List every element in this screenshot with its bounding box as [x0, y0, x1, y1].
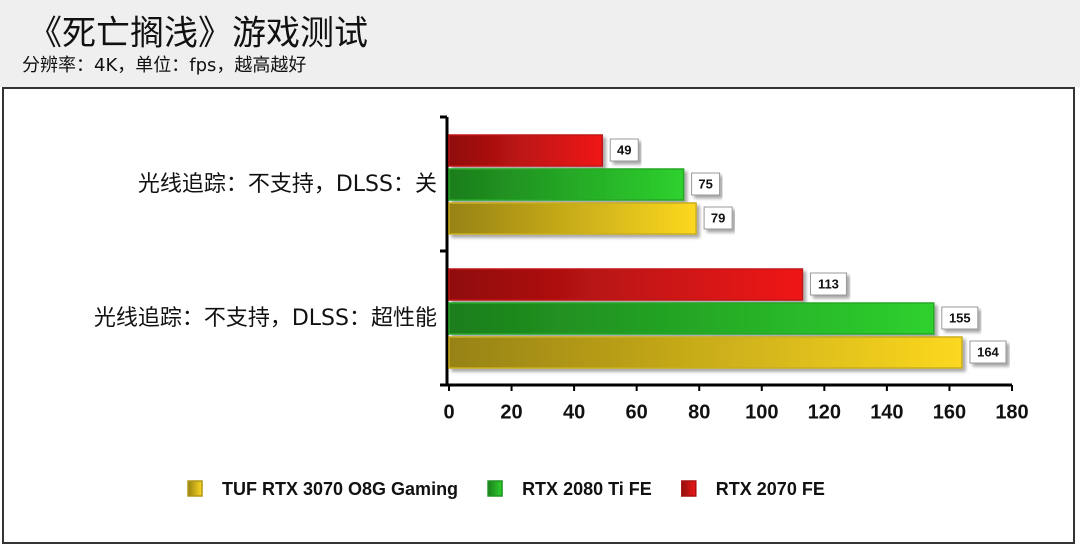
x-tick-label: 40 — [563, 401, 585, 423]
legend-swatch — [187, 480, 203, 497]
legend-label: RTX 2070 FE — [716, 479, 825, 499]
value-label: 164 — [977, 344, 999, 359]
value-label: 49 — [617, 142, 631, 157]
x-tick-label: 160 — [933, 401, 966, 423]
bar — [448, 202, 697, 235]
x-tick-label: 180 — [995, 401, 1028, 423]
value-label-box — [969, 340, 1007, 364]
value-label-box — [691, 172, 721, 196]
bar — [448, 268, 804, 301]
bar — [448, 134, 604, 167]
legend-label: RTX 2080 Ti FE — [522, 479, 652, 499]
value-label: 155 — [949, 310, 971, 325]
category-label: 光线追踪：不支持，DLSS：超性能 — [94, 306, 437, 331]
x-tick-label: 60 — [626, 401, 648, 423]
value-label-box — [609, 138, 639, 162]
category-label: 光线追踪：不支持，DLSS：关 — [138, 172, 437, 197]
chart-title: 《死亡搁浅》游戏测试 — [28, 14, 368, 54]
header-bg — [0, 0, 1080, 87]
bar — [448, 302, 935, 335]
bar — [448, 336, 963, 369]
legend-swatch — [681, 480, 697, 497]
value-label: 75 — [698, 176, 712, 191]
value-label-box — [809, 272, 847, 296]
x-tick-label: 0 — [443, 401, 454, 423]
x-tick-label: 140 — [870, 401, 903, 423]
x-tick-label: 120 — [808, 401, 841, 423]
x-tick-label: 20 — [500, 401, 522, 423]
legend-label: TUF RTX 3070 O8G Gaming — [222, 479, 458, 499]
value-label-box — [941, 306, 979, 330]
bar — [448, 168, 685, 201]
x-tick-label: 80 — [688, 401, 710, 423]
value-label: 113 — [818, 276, 839, 291]
x-tick-label: 100 — [745, 401, 778, 423]
value-label-box — [703, 206, 733, 230]
chart-subtitle: 分辨率：4K，单位：fps，越高越好 — [22, 55, 306, 76]
legend-swatch — [487, 480, 503, 497]
value-label: 79 — [711, 210, 725, 225]
